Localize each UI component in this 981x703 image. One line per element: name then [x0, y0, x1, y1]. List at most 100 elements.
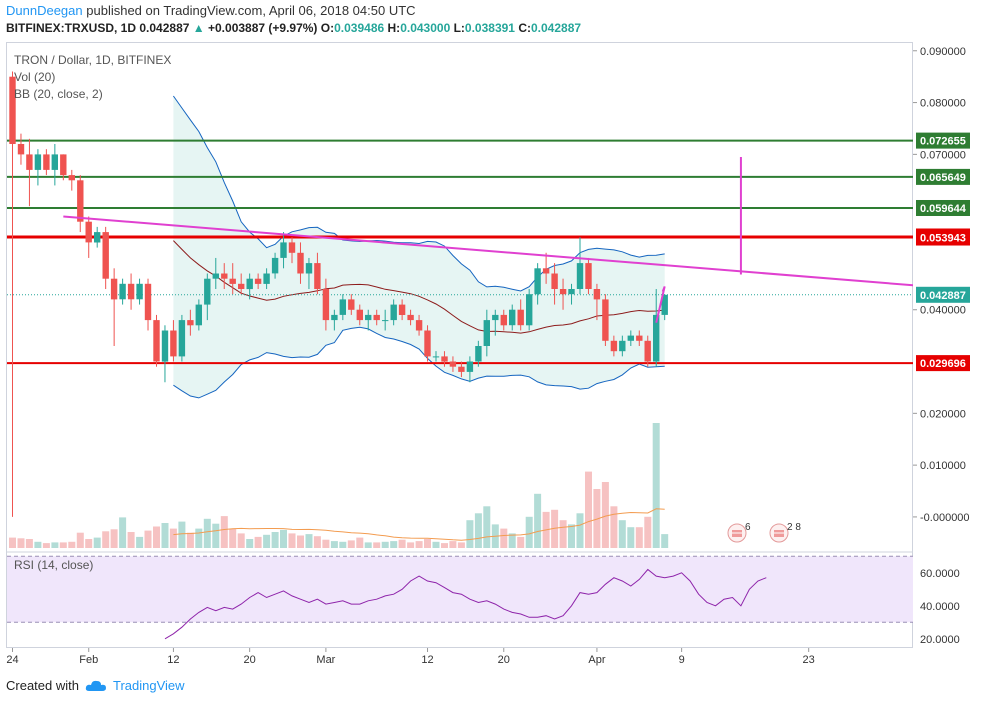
level-label: 0.065649	[920, 172, 966, 184]
breakout-arrow	[655, 286, 666, 323]
candle-body	[627, 335, 634, 341]
candle-body	[483, 320, 490, 346]
candle-body	[517, 309, 524, 326]
volume-bar	[534, 493, 542, 548]
volume-bar	[407, 542, 415, 548]
candle-body	[492, 314, 499, 321]
volume-bar	[93, 537, 101, 548]
price-tick-label: 0.080000	[920, 98, 966, 110]
time-tick-label: 24	[6, 654, 18, 666]
candle-body	[195, 304, 202, 326]
close-value: 0.042887	[531, 21, 582, 35]
time-tick-label: 12	[167, 654, 179, 666]
candle-body	[271, 257, 279, 274]
candle-body	[593, 289, 601, 300]
candle-body	[398, 304, 406, 315]
volume-bar	[661, 534, 669, 548]
volume-bar	[508, 533, 516, 548]
volume-bar	[203, 518, 211, 548]
time-tick-label: Apr	[588, 654, 605, 666]
volume-bar	[51, 542, 59, 548]
candle-body	[653, 314, 660, 362]
candle-body	[534, 268, 541, 295]
level-label: 0.059644	[920, 203, 967, 215]
price-tick-label: 0.010000	[920, 460, 966, 472]
volume-bar	[59, 542, 67, 548]
candle-body	[559, 289, 567, 295]
candle-body	[365, 314, 372, 321]
candle-body	[331, 314, 338, 321]
volume-bar	[280, 529, 287, 548]
candle-body	[212, 273, 219, 279]
rsi-tick-label: 20.0000	[920, 634, 960, 646]
volume-bar	[288, 533, 296, 548]
candle-body	[170, 330, 177, 357]
volume-bar	[568, 524, 575, 548]
low-value: 0.038391	[464, 21, 515, 35]
candle-body	[178, 320, 186, 357]
candle-body	[221, 273, 228, 279]
candle-body	[661, 294, 668, 315]
rsi-tick-label: 40.0000	[920, 601, 960, 613]
volume-bar	[466, 520, 474, 548]
up-arrow-icon: ▲	[192, 21, 205, 35]
symbol-legend: TRON / Dollar, 1D, BITFINEX	[14, 53, 172, 67]
volume-bar	[237, 533, 245, 548]
time-tick-label: 12	[421, 654, 433, 666]
price-tick-label: 0.090000	[920, 46, 966, 58]
candle-body	[373, 314, 380, 321]
volume-bar	[339, 541, 347, 548]
time-tick-label: 20	[244, 654, 256, 666]
candle-body	[449, 361, 457, 367]
candle-body	[110, 278, 118, 300]
candle-body	[77, 180, 84, 222]
level-label-box	[916, 168, 970, 185]
volume-bar	[415, 541, 423, 548]
volume-bar	[517, 536, 525, 548]
bollinger-lower-line	[173, 326, 665, 399]
candle-body	[526, 294, 533, 326]
candle-body	[187, 320, 194, 326]
candle-body	[322, 289, 330, 321]
volume-bar	[119, 517, 127, 548]
time-tick-label: 23	[803, 654, 815, 666]
tradingview-brand-link[interactable]: TradingView	[112, 678, 185, 693]
bollinger-basis-line	[173, 240, 665, 334]
volume-bar	[17, 538, 25, 548]
volume-ma-line	[173, 508, 665, 541]
author-link[interactable]: DunnDeegan	[6, 3, 83, 18]
volume-bar	[322, 539, 330, 548]
open-value: 0.039486	[334, 21, 385, 35]
volume-bar	[212, 523, 220, 548]
volume-bar	[627, 527, 635, 548]
candle-body	[305, 263, 313, 274]
level-label-box	[916, 355, 970, 372]
volume-bar	[313, 536, 321, 548]
volume-bar	[457, 542, 465, 548]
level-label-box	[916, 132, 970, 149]
candle-body	[119, 283, 126, 300]
volume-bar	[169, 528, 177, 548]
time-tick-label: 20	[498, 654, 510, 666]
volume-bar	[483, 506, 491, 548]
volume-bar	[220, 516, 228, 548]
open-label: O:	[320, 21, 335, 35]
ohlc-line: BITFINEX:TRXUSD, 1D 0.042887 ▲ +0.003887…	[6, 21, 581, 35]
candle-body	[390, 304, 397, 321]
volume-bar	[610, 506, 618, 548]
candle-body	[297, 252, 304, 274]
candle-body	[644, 340, 651, 362]
volume-bar	[330, 541, 338, 548]
volume-bar	[263, 534, 271, 548]
level-label-box	[916, 229, 970, 246]
rsi-tick-label: 60.0000	[920, 568, 960, 580]
volume-bar	[144, 530, 152, 548]
time-tick-label: Feb	[79, 654, 98, 666]
volume-bar	[229, 528, 237, 548]
volume-bar	[136, 536, 144, 548]
volume-bar	[25, 539, 33, 548]
volume-bar	[441, 543, 448, 548]
rsi-line	[164, 568, 767, 640]
volume-bar	[559, 520, 567, 548]
